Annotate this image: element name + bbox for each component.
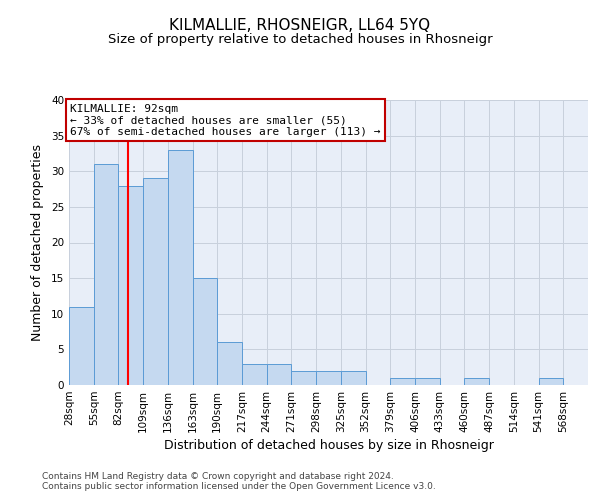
Bar bbox=[168, 150, 193, 385]
Bar bbox=[118, 186, 143, 385]
Bar bbox=[69, 306, 94, 385]
Bar bbox=[217, 342, 242, 385]
Text: KILMALLIE: 92sqm
← 33% of detached houses are smaller (55)
67% of semi-detached : KILMALLIE: 92sqm ← 33% of detached house… bbox=[70, 104, 381, 137]
Bar bbox=[193, 278, 217, 385]
Bar bbox=[143, 178, 168, 385]
Bar bbox=[316, 371, 341, 385]
Bar bbox=[292, 371, 316, 385]
Text: KILMALLIE, RHOSNEIGR, LL64 5YQ: KILMALLIE, RHOSNEIGR, LL64 5YQ bbox=[169, 18, 431, 32]
Bar bbox=[94, 164, 118, 385]
Bar bbox=[415, 378, 440, 385]
Text: Contains HM Land Registry data © Crown copyright and database right 2024.: Contains HM Land Registry data © Crown c… bbox=[42, 472, 394, 481]
Text: Contains public sector information licensed under the Open Government Licence v3: Contains public sector information licen… bbox=[42, 482, 436, 491]
Bar bbox=[267, 364, 292, 385]
X-axis label: Distribution of detached houses by size in Rhosneigr: Distribution of detached houses by size … bbox=[164, 439, 493, 452]
Bar bbox=[539, 378, 563, 385]
Text: Size of property relative to detached houses in Rhosneigr: Size of property relative to detached ho… bbox=[107, 32, 493, 46]
Y-axis label: Number of detached properties: Number of detached properties bbox=[31, 144, 44, 341]
Bar bbox=[464, 378, 489, 385]
Bar bbox=[242, 364, 267, 385]
Bar bbox=[390, 378, 415, 385]
Bar bbox=[341, 371, 365, 385]
